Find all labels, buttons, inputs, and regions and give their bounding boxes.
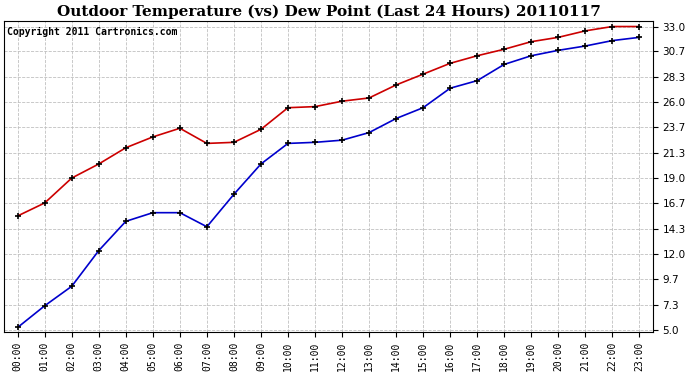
Title: Outdoor Temperature (vs) Dew Point (Last 24 Hours) 20110117: Outdoor Temperature (vs) Dew Point (Last… bbox=[57, 4, 600, 18]
Text: Copyright 2011 Cartronics.com: Copyright 2011 Cartronics.com bbox=[8, 27, 178, 38]
